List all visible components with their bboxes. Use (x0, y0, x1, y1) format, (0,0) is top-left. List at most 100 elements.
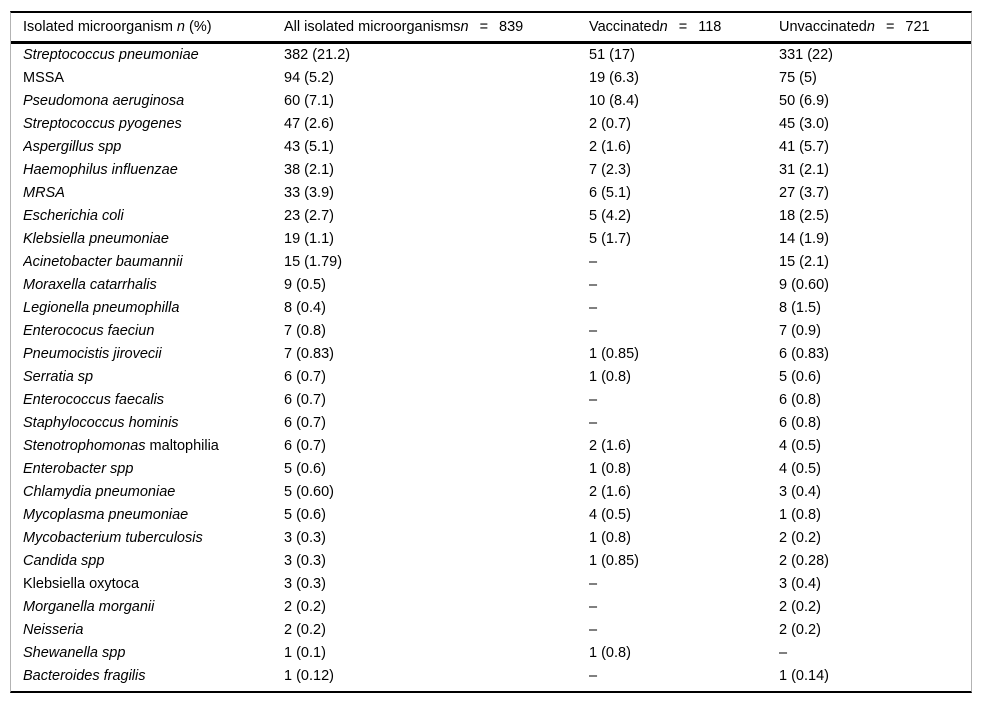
header-col4-equals: = (885, 19, 895, 35)
all-isolated-value-cell: 382 (21.2) (284, 47, 351, 63)
all-isolated-value-cell: 1 (0.1) (284, 645, 326, 661)
table-header-row: Isolated microorganism n (%) All isolate… (11, 13, 971, 44)
table-row: Chlamydia pneumoniae 5 (0.60) 2 (1.6) 3 … (11, 481, 971, 504)
unvaccinated-value-cell: 75 (5) (779, 70, 817, 86)
microorganism-name-italic: Enterobacter spp (23, 461, 134, 477)
table-row: Neisseria 2 (0.2) – 2 (0.2) (11, 619, 971, 642)
microorganism-name-italic: Klebsiella pneumoniae (23, 231, 169, 247)
vaccinated-value-cell: 5 (1.7) (589, 231, 631, 247)
all-isolated-value-cell: 3 (0.3) (284, 530, 326, 546)
unvaccinated-value-cell: 41 (5.7) (779, 139, 829, 155)
all-isolated-value-cell: 19 (1.1) (284, 231, 334, 247)
microorganism-name-italic: Stenotrophomonas (23, 438, 146, 454)
header-col4-n: n (866, 19, 875, 35)
microorganism-name-italic: Pseudomona aeruginosa (23, 93, 185, 109)
vaccinated-value-cell: 51 (17) (589, 47, 635, 63)
table-row: Staphylococcus hominis 6 (0.7) – 6 (0.8) (11, 412, 971, 435)
microorganism-name-italic: Serratia sp (23, 369, 94, 385)
microorganism-name-italic: Streptococcus pneumoniae (23, 47, 199, 63)
microorganism-name-cell: Klebsiella oxytoca (23, 573, 284, 596)
all-isolated-value-cell: 6 (0.7) (284, 369, 326, 385)
isolated-microorganisms-table: Isolated microorganism n (%) All isolate… (10, 11, 972, 693)
unvaccinated-value-cell: 6 (0.83) (779, 346, 829, 362)
all-isolated-value-cell: 6 (0.7) (284, 415, 326, 431)
microorganism-name-cell: Klebsiella pneumoniae (23, 228, 284, 251)
unvaccinated-value-cell: 4 (0.5) (779, 438, 821, 454)
unvaccinated-value-cell: 6 (0.8) (779, 415, 821, 431)
microorganism-name-cell: Streptococcus pyogenes (23, 113, 284, 136)
microorganism-name-italic: Shewanella spp (23, 645, 126, 661)
microorganism-name-italic: Legionella pneumophilla (23, 300, 180, 316)
header-col1-label: Isolated microorganism (23, 19, 177, 35)
microorganism-name-cell: Enterobacter spp (23, 458, 284, 481)
all-isolated-value-cell: 6 (0.7) (284, 438, 326, 454)
microorganism-name-italic: Streptococcus pyogenes (23, 116, 182, 132)
header-col3-label: Vaccinated (589, 19, 660, 35)
all-isolated-value-cell: 15 (1.79) (284, 254, 343, 270)
table-row: Mycoplasma pneumoniae 5 (0.6) 4 (0.5) 1 … (11, 504, 971, 527)
microorganism-name-italic: Pneumocistis jirovecii (23, 346, 162, 362)
all-isolated-value-cell: 9 (0.5) (284, 277, 326, 293)
microorganism-name-cell: Shewanella spp (23, 642, 284, 665)
microorganism-name-italic: Haemophilus influenzae (23, 162, 178, 178)
unvaccinated-value-cell: 18 (2.5) (779, 208, 829, 224)
microorganism-name-italic: Acinetobacter baumannii (23, 254, 183, 270)
unvaccinated-value-cell: 15 (2.1) (779, 254, 829, 270)
table-row: Aspergillus spp 43 (5.1) 2 (1.6) 41 (5.7… (11, 136, 971, 159)
table-row: Stenotrophomonas maltophilia 6 (0.7) 2 (… (11, 435, 971, 458)
table-row: Pneumocistis jirovecii 7 (0.83) 1 (0.85)… (11, 343, 971, 366)
microorganism-name-italic: Mycoplasma pneumoniae (23, 507, 189, 523)
microorganism-name-cell: Mycoplasma pneumoniae (23, 504, 284, 527)
header-col2-count: 839 (499, 19, 524, 35)
unvaccinated-value-cell: 27 (3.7) (779, 185, 829, 201)
unvaccinated-value-cell: 3 (0.4) (779, 576, 821, 592)
table-row: Streptococcus pyogenes 47 (2.6) 2 (0.7) … (11, 113, 971, 136)
unvaccinated-value-cell: 45 (3.0) (779, 116, 829, 132)
header-col3-count: 118 (698, 19, 722, 35)
microorganism-name-cell: Enterococcus faecalis (23, 389, 284, 412)
vaccinated-value-cell: – (589, 415, 598, 431)
all-isolated-value-cell: 7 (0.83) (284, 346, 334, 362)
vaccinated-value-cell: – (589, 277, 598, 293)
vaccinated-value-cell: 1 (0.8) (589, 369, 631, 385)
vaccinated-value-cell: 10 (8.4) (589, 93, 639, 109)
all-isolated-value-cell: 43 (5.1) (284, 139, 334, 155)
table-body: Streptococcus pneumoniae 382 (21.2) 51 (… (11, 44, 971, 688)
table-row: Legionella pneumophilla 8 (0.4) – 8 (1.5… (11, 297, 971, 320)
vaccinated-value-cell: 19 (6.3) (589, 70, 639, 86)
microorganism-name-cell: Streptococcus pneumoniae (23, 44, 284, 67)
all-isolated-value-cell: 38 (2.1) (284, 162, 334, 178)
all-isolated-value-cell: 94 (5.2) (284, 70, 334, 86)
all-isolated-value-cell: 5 (0.60) (284, 484, 334, 500)
all-isolated-value-cell: 47 (2.6) (284, 116, 334, 132)
unvaccinated-value-cell: 7 (0.9) (779, 323, 821, 339)
table-row: Pseudomona aeruginosa 60 (7.1) 10 (8.4) … (11, 90, 971, 113)
all-isolated-value-cell: 6 (0.7) (284, 392, 326, 408)
microorganism-name-cell: Legionella pneumophilla (23, 297, 284, 320)
vaccinated-value-cell: – (589, 622, 598, 638)
table-row: Klebsiella pneumoniae 19 (1.1) 5 (1.7) 1… (11, 228, 971, 251)
microorganism-name-cell: Aspergillus spp (23, 136, 284, 159)
microorganism-name-cell: Acinetobacter baumannii (23, 251, 284, 274)
microorganism-name-italic: Chlamydia pneumoniae (23, 484, 176, 500)
microorganism-name-cell: Staphylococcus hominis (23, 412, 284, 435)
table-row: Shewanella spp 1 (0.1) 1 (0.8) – (11, 642, 971, 665)
unvaccinated-value-cell: 5 (0.6) (779, 369, 821, 385)
unvaccinated-value-cell: 8 (1.5) (779, 300, 821, 316)
vaccinated-value-cell: 2 (1.6) (589, 484, 631, 500)
vaccinated-value-cell: – (589, 668, 598, 684)
table-row: Enterobacter spp 5 (0.6) 1 (0.8) 4 (0.5) (11, 458, 971, 481)
header-unvaccinated: Unvaccinatedn = 721 (779, 19, 971, 35)
vaccinated-value-cell: – (589, 323, 598, 339)
microorganism-name-cell: Stenotrophomonas maltophilia (23, 435, 284, 458)
table-row: Mycobacterium tuberculosis 3 (0.3) 1 (0.… (11, 527, 971, 550)
unvaccinated-value-cell: 14 (1.9) (779, 231, 829, 247)
microorganism-name-cell: Pseudomona aeruginosa (23, 90, 284, 113)
microorganism-name-cell: Neisseria (23, 619, 284, 642)
microorganism-name-cell: Candida spp (23, 550, 284, 573)
vaccinated-value-cell: 1 (0.8) (589, 645, 631, 661)
microorganism-name-cell: Haemophilus influenzae (23, 159, 284, 182)
microorganism-name-cell: Bacteroides fragilis (23, 665, 284, 688)
microorganism-name-cell: Pneumocistis jirovecii (23, 343, 284, 366)
